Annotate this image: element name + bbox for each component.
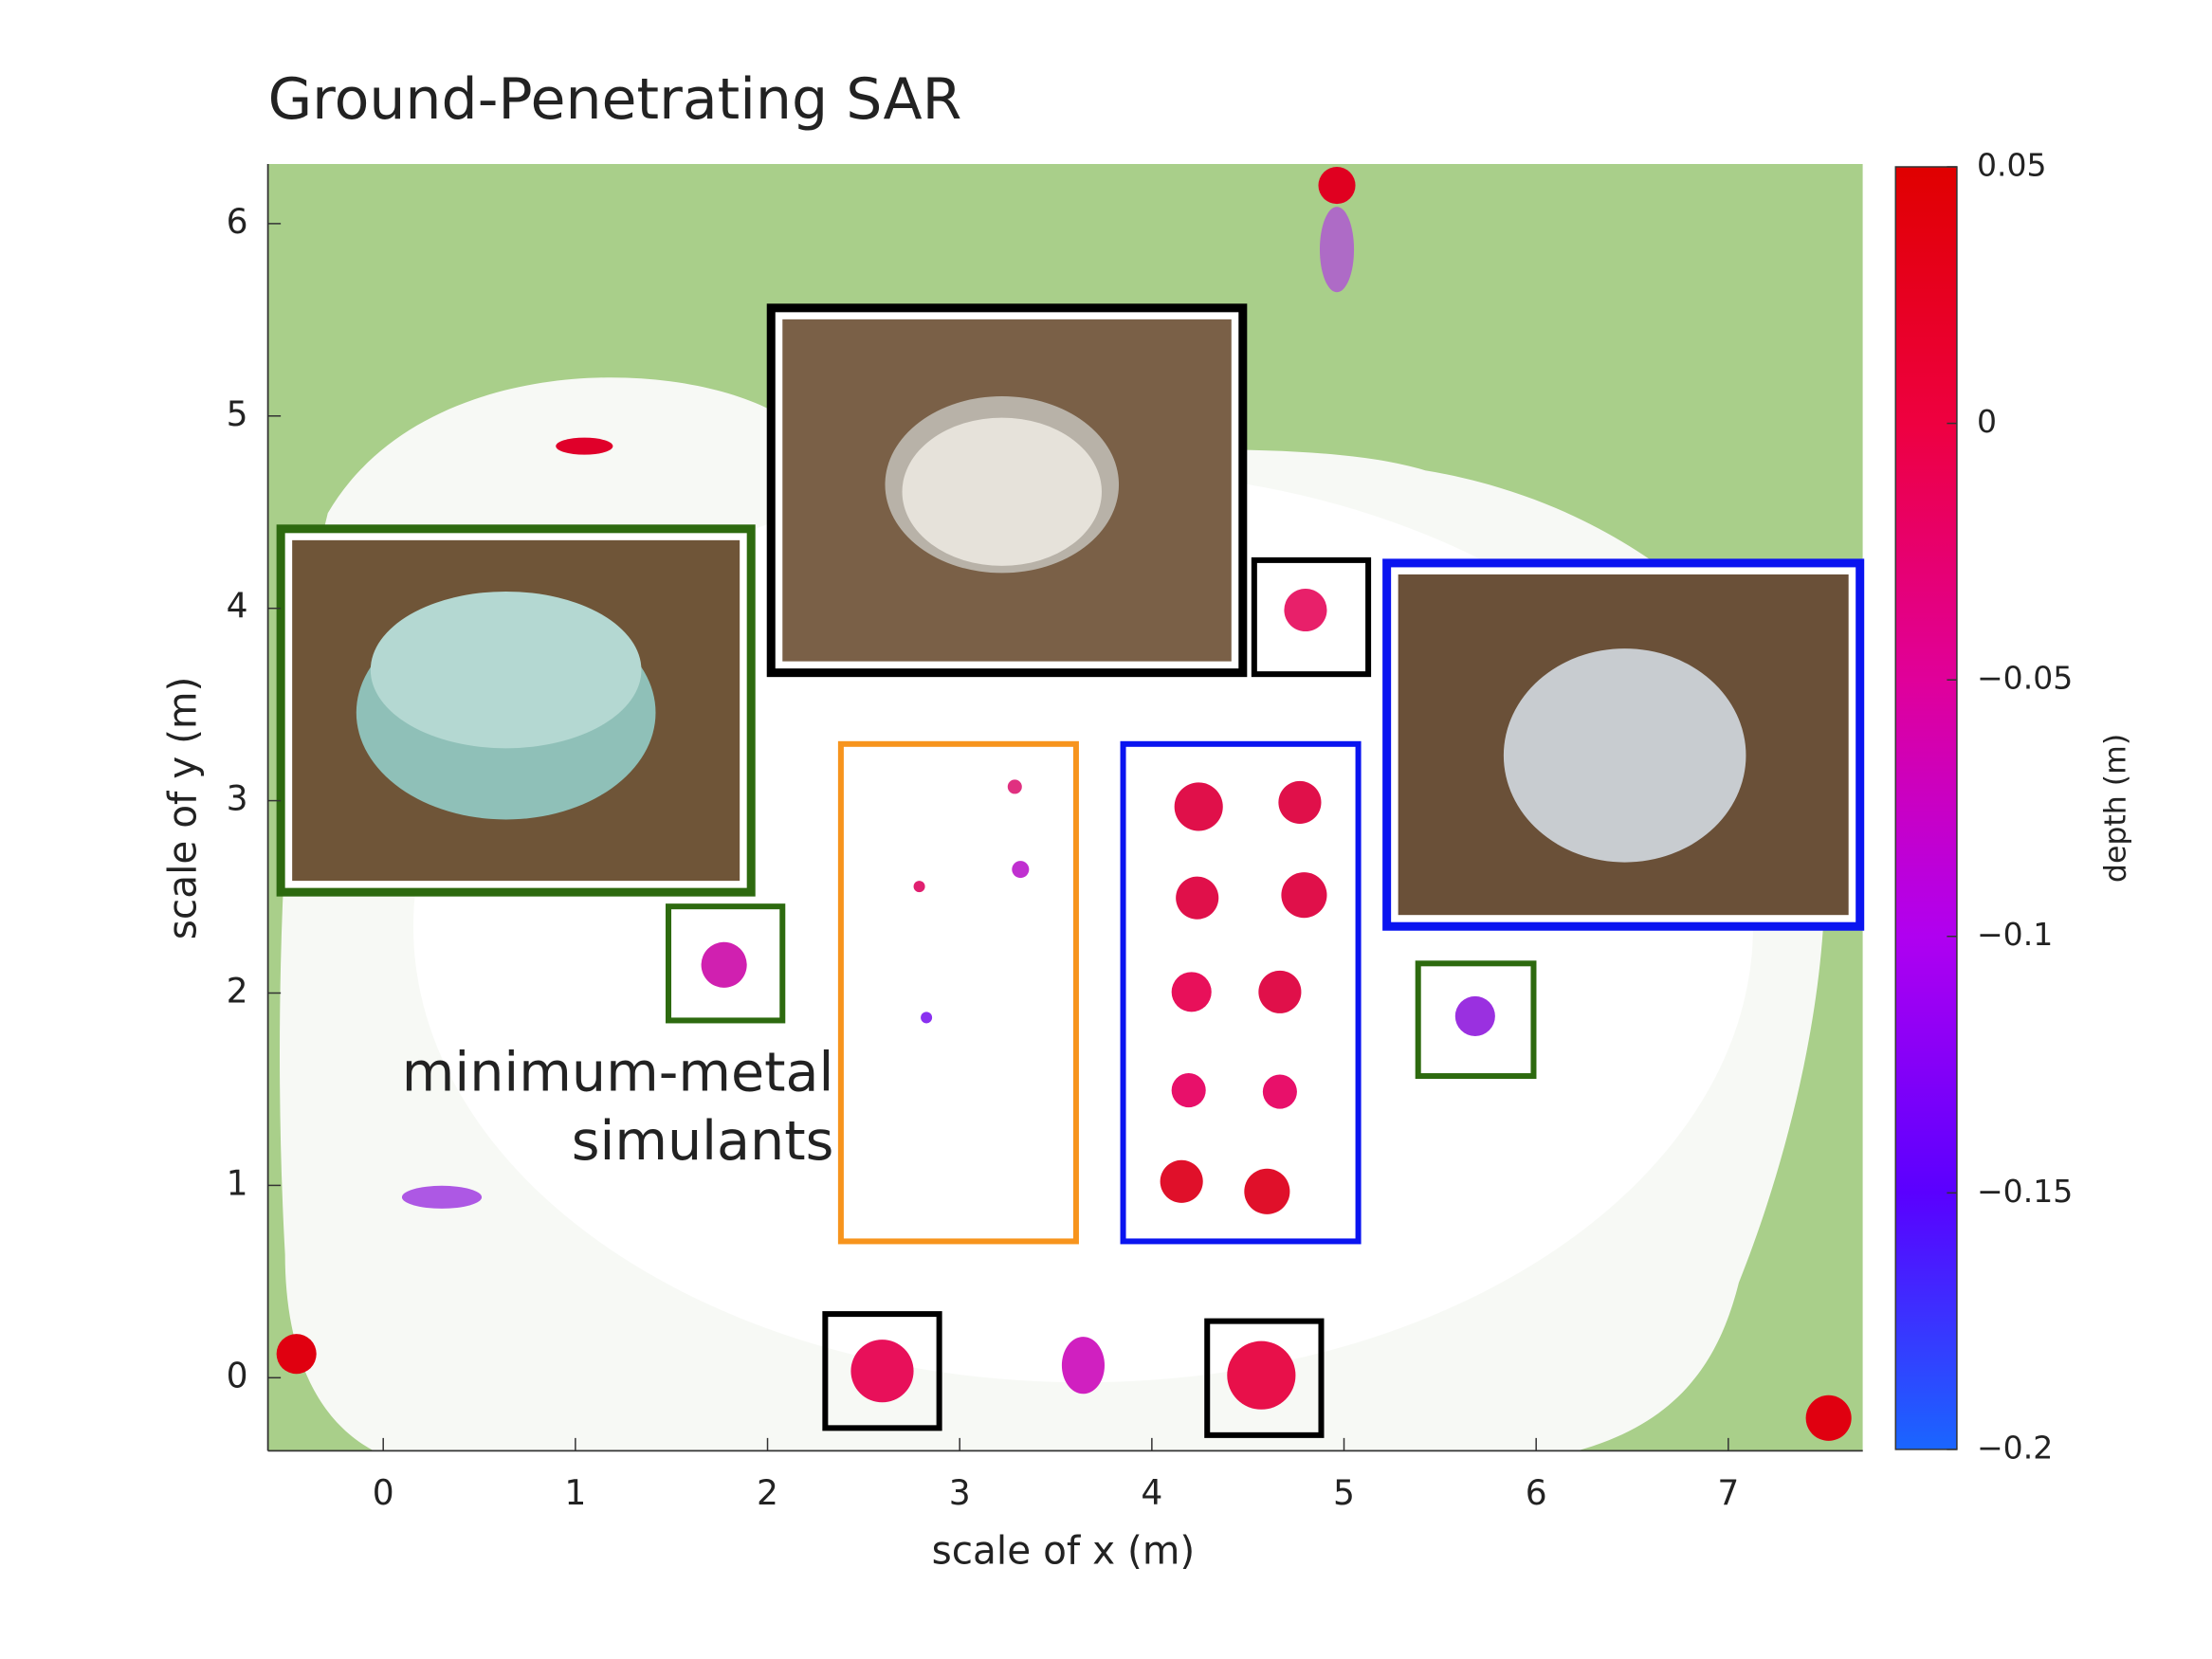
box <box>822 1311 942 1431</box>
blob <box>1258 970 1302 1013</box>
photo-object <box>1503 648 1746 863</box>
y-tick-label: 3 <box>227 779 248 819</box>
blob <box>556 437 613 455</box>
chart-title: Ground-Penetrating SAR <box>268 66 962 133</box>
y-tick-label: 6 <box>227 202 248 242</box>
blob <box>850 1340 914 1403</box>
colorbar-tick-label: 0.05 <box>1977 147 2047 184</box>
photo-object <box>370 591 642 749</box>
annotation: simulants <box>572 1110 834 1173</box>
blob <box>1174 782 1223 831</box>
x-tick-label: 0 <box>373 1473 394 1513</box>
x-tick-label: 1 <box>564 1473 586 1513</box>
blob <box>276 1334 317 1375</box>
y-axis-label: scale of y (m) <box>159 677 205 940</box>
x-tick-label: 2 <box>757 1473 778 1513</box>
x-tick-label: 4 <box>1141 1473 1162 1513</box>
blob <box>1284 588 1327 632</box>
y-tick-label: 0 <box>227 1356 248 1395</box>
responses <box>276 167 1852 1441</box>
blob <box>1319 207 1355 293</box>
y-tick-label: 4 <box>227 587 248 627</box>
blob <box>1318 167 1356 205</box>
photo-object <box>902 417 1102 566</box>
colorbar-tick-label: −0.2 <box>1977 1429 2053 1466</box>
blob <box>1176 876 1219 920</box>
x-tick-label: 3 <box>949 1473 971 1513</box>
box <box>1251 556 1372 678</box>
blob <box>1012 861 1030 879</box>
blob <box>1171 1073 1206 1108</box>
blob <box>1227 1340 1296 1410</box>
box <box>666 903 786 1024</box>
x-tick-label: 7 <box>1717 1473 1739 1513</box>
colorbar-tick-label: 0 <box>1977 403 1997 440</box>
box <box>1415 960 1537 1080</box>
y-tick-label: 5 <box>227 394 248 434</box>
annotation-boxes <box>666 556 1537 1438</box>
x-tick-label: 6 <box>1526 1473 1547 1513</box>
blob <box>1805 1395 1852 1441</box>
blob <box>1160 1159 1203 1203</box>
box <box>1120 740 1362 1245</box>
colorbar-tick-label: −0.1 <box>1977 916 2053 953</box>
x-tick-label: 5 <box>1333 1473 1355 1513</box>
blob <box>701 941 747 988</box>
blob <box>1061 1337 1105 1395</box>
blob <box>921 1012 933 1024</box>
blob <box>1007 779 1022 794</box>
colorbar-label: depth (m) <box>2098 734 2132 883</box>
colorbar-tick-label: −0.05 <box>1977 660 2073 697</box>
colorbar-tick-label: −0.15 <box>1977 1173 2073 1210</box>
blob <box>1281 872 1327 919</box>
blob <box>401 1185 483 1209</box>
blob <box>1262 1074 1297 1109</box>
blob <box>1278 780 1322 824</box>
box <box>837 740 1079 1245</box>
box <box>1204 1318 1325 1438</box>
blob <box>913 881 925 893</box>
x-axis-label: scale of x (m) <box>932 1528 1196 1574</box>
colorbar <box>1894 166 1958 1450</box>
y-tick-label: 1 <box>227 1163 248 1203</box>
photos <box>276 303 1865 931</box>
blob <box>1454 995 1495 1036</box>
y-tick-label: 2 <box>227 971 248 1011</box>
blob <box>1171 972 1212 1012</box>
annotation: minimum-metal <box>402 1042 834 1104</box>
blob <box>1244 1168 1290 1214</box>
